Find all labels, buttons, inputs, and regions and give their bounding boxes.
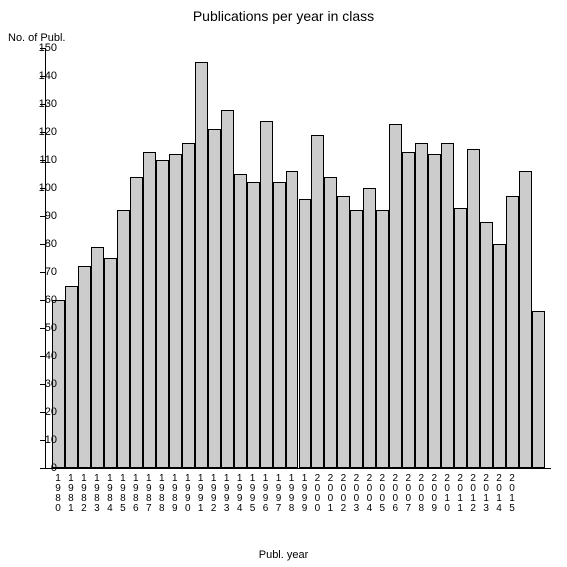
x-tick-label: 1985 (117, 473, 127, 513)
bar (208, 129, 221, 468)
bar (143, 152, 156, 468)
y-tick-label: 120 (39, 126, 57, 138)
chart-title: Publications per year in class (0, 8, 567, 24)
bar (260, 121, 273, 468)
bar (169, 154, 182, 468)
x-tick-label: 2013 (481, 473, 491, 513)
x-tick-label: 1989 (169, 473, 179, 513)
y-tick-label: 150 (39, 42, 57, 54)
x-axis-label: Publ. year (0, 549, 567, 561)
bar (415, 143, 428, 468)
x-tick-label: 2015 (507, 473, 517, 513)
x-tick-label: 2006 (390, 473, 400, 513)
bar (78, 266, 91, 468)
bar (428, 154, 441, 468)
bar (519, 171, 532, 468)
x-tick-label: 2012 (468, 473, 478, 513)
bar (195, 62, 208, 468)
bar (156, 160, 169, 468)
x-tick-label: 1986 (130, 473, 140, 513)
x-tick-label: 1988 (156, 473, 166, 513)
bar (273, 182, 286, 468)
bar (480, 222, 493, 468)
x-tick-label: 1990 (182, 473, 192, 513)
bar (506, 196, 519, 468)
x-tick-label: 1982 (78, 473, 88, 513)
y-tick-label: 30 (45, 378, 57, 390)
x-tick-label: 1996 (260, 473, 270, 513)
y-tick-label: 110 (39, 154, 57, 166)
x-tick-label: 1983 (91, 473, 101, 513)
x-tick-label: 1987 (143, 473, 153, 513)
y-tick-label: 80 (45, 238, 57, 250)
bar (311, 135, 324, 468)
bar (182, 143, 195, 468)
bar (247, 182, 260, 468)
bar (376, 210, 389, 468)
bar (532, 311, 545, 468)
y-tick-label: 90 (45, 210, 57, 222)
x-tick-label: 1984 (104, 473, 114, 513)
x-tick-label: 1995 (247, 473, 257, 513)
bar (441, 143, 454, 468)
x-tick-label: 1991 (195, 473, 205, 513)
x-tick-label: 1980 (52, 473, 62, 513)
y-tick-label: 20 (45, 406, 57, 418)
bar (389, 124, 402, 468)
y-tick-label: 140 (39, 70, 57, 82)
y-tick-label: 40 (45, 350, 57, 362)
x-tick-label: 1981 (65, 473, 75, 513)
bar (221, 110, 234, 468)
bar (324, 177, 337, 468)
bar (130, 177, 143, 468)
x-tick-label: 1993 (221, 473, 231, 513)
x-tick-label: 2000 (312, 473, 322, 513)
bar (91, 247, 104, 468)
x-tick-label: 2014 (494, 473, 504, 513)
bar (337, 196, 350, 468)
x-tick-label: 1998 (286, 473, 296, 513)
bar (234, 174, 247, 468)
bar (402, 152, 415, 468)
y-tick-label: 130 (39, 98, 57, 110)
bar (286, 171, 299, 468)
y-tick-label: 10 (45, 434, 57, 446)
bar (65, 286, 78, 468)
x-tick-label: 1997 (273, 473, 283, 513)
x-tick-label: 2005 (377, 473, 387, 513)
x-tick-label: 2010 (442, 473, 452, 513)
x-tick-label: 2008 (416, 473, 426, 513)
bar (363, 188, 376, 468)
y-tick (40, 468, 45, 469)
chart-container: Publications per year in class No. of Pu… (0, 0, 567, 567)
x-tick-label: 2004 (364, 473, 374, 513)
x-tick-label: 2007 (403, 473, 413, 513)
y-tick-label: 100 (39, 182, 57, 194)
bar (299, 199, 312, 468)
bar (467, 149, 480, 468)
plot-area (45, 48, 551, 469)
x-tick-label: 2003 (351, 473, 361, 513)
x-tick-label: 1994 (234, 473, 244, 513)
y-tick-label: 60 (45, 294, 57, 306)
x-tick-label: 1999 (299, 473, 309, 513)
bar (117, 210, 130, 468)
x-tick-label: 2009 (429, 473, 439, 513)
x-tick-label: 1992 (208, 473, 218, 513)
x-tick-label: 2011 (455, 473, 465, 513)
bar (454, 208, 467, 468)
y-tick-label: 70 (45, 266, 57, 278)
x-tick-label: 2001 (325, 473, 335, 513)
x-tick-label: 2002 (338, 473, 348, 513)
bar (493, 244, 506, 468)
bar (350, 210, 363, 468)
y-tick-label: 50 (45, 322, 57, 334)
bar (104, 258, 117, 468)
